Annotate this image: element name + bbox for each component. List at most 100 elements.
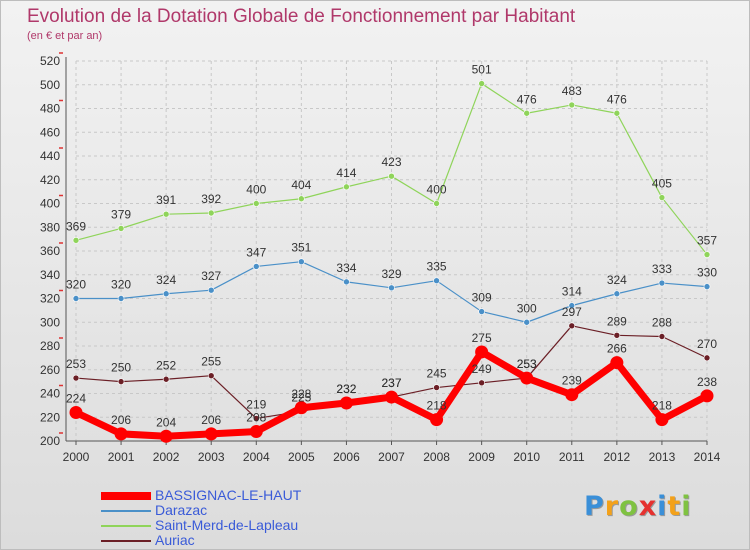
data-point [523, 109, 531, 117]
data-point [610, 356, 624, 370]
data-point [117, 225, 125, 232]
data-point [162, 375, 170, 383]
data-label: 218 [652, 399, 672, 413]
data-point [613, 332, 621, 339]
data-label: 218 [427, 399, 447, 413]
y-tick-label: 300 [40, 315, 60, 329]
data-point [703, 251, 711, 258]
data-label: 414 [336, 166, 356, 180]
y-tick-label: 340 [40, 268, 60, 282]
logo-letter: x [638, 491, 658, 522]
data-label: 237 [381, 376, 401, 390]
data-label: 270 [697, 337, 717, 351]
legend-swatch [101, 509, 151, 512]
legend-item: Saint-Merd-de-Lapleau [101, 518, 298, 533]
data-point [117, 378, 125, 385]
y-tick-label: 220 [40, 410, 60, 424]
data-point [343, 278, 350, 286]
y-tick-label: 360 [40, 244, 60, 258]
x-tick-label: 2012 [604, 450, 631, 464]
data-labels: 253 250 252 255 219 225 232 237 245 249 253 297 289 2… [66, 63, 717, 430]
data-point [162, 290, 170, 298]
data-point [162, 210, 170, 218]
y-tick-label: 320 [40, 292, 60, 306]
data-point [207, 372, 215, 379]
legend-item: Darazac [101, 503, 207, 518]
legend-label: BASSIGNAC-LE-HAUT [155, 487, 302, 503]
logo-letter: r [604, 491, 620, 522]
data-point [249, 425, 263, 438]
y-tick-label: 400 [40, 197, 60, 211]
data-label: 334 [336, 261, 356, 275]
data-point [703, 283, 711, 290]
data-point [613, 290, 621, 298]
legend-label: Saint-Merd-de-Lapleau [155, 517, 299, 533]
y-tick-label: 200 [40, 434, 60, 448]
data-label: 309 [472, 291, 492, 305]
data-point [114, 427, 128, 441]
data-point [204, 427, 218, 441]
data-label: 335 [427, 260, 447, 274]
axes: 200 220 240 260 280 300 320 340 360 380 400 420 440 4… [40, 52, 721, 464]
data-point [658, 333, 666, 340]
data-point [69, 406, 83, 419]
data-label: 324 [607, 273, 627, 287]
data-point [252, 415, 260, 422]
data-label: 224 [66, 392, 86, 406]
data-label: 245 [427, 367, 447, 381]
logo-letter: i [657, 491, 668, 522]
data-point [478, 379, 485, 387]
data-label: 423 [381, 155, 401, 169]
data-point [252, 263, 260, 270]
x-tick-label: 2013 [649, 450, 676, 464]
data-point [298, 195, 305, 203]
data-label: 320 [111, 278, 131, 292]
data-point [430, 413, 444, 427]
data-point [433, 200, 440, 207]
data-label: 357 [697, 234, 717, 248]
data-label: 266 [607, 342, 627, 356]
data-point [565, 388, 579, 402]
x-tick-label: 2004 [243, 450, 270, 464]
data-point [700, 389, 714, 403]
y-tick-label: 520 [40, 54, 60, 68]
data-label: 232 [336, 382, 356, 396]
logo-letter: t [667, 491, 682, 522]
y-tick-label: 420 [40, 173, 60, 187]
data-label: 404 [291, 178, 311, 192]
data-label: 405 [652, 177, 672, 191]
data-label: 392 [201, 192, 221, 206]
data-label: 206 [201, 413, 221, 427]
data-label: 369 [66, 219, 86, 233]
data-point [294, 401, 308, 415]
data-point [72, 374, 80, 382]
x-tick-label: 2014 [694, 450, 721, 464]
y-tick-label: 380 [40, 220, 60, 234]
data-label: 239 [562, 374, 582, 388]
data-label: 255 [201, 355, 221, 369]
data-point [388, 284, 395, 292]
legend-swatch [101, 524, 151, 527]
data-label: 237 [381, 376, 401, 390]
data-label: 476 [607, 92, 627, 106]
logo-letter: i [681, 491, 692, 522]
x-tick-label: 2006 [333, 450, 360, 464]
data-point [568, 101, 576, 109]
data-label: 253 [66, 357, 86, 371]
data-point [252, 200, 260, 207]
data-point [72, 295, 80, 302]
legend-label: Darazac [155, 502, 208, 518]
data-label: 379 [111, 207, 131, 221]
y-tick-label: 240 [40, 387, 60, 401]
data-point [298, 258, 305, 265]
x-tick-label: 2008 [423, 450, 450, 464]
data-point [388, 172, 395, 180]
data-label: 320 [66, 278, 86, 292]
series [69, 80, 714, 443]
legend-item: BASSIGNAC-LE-HAUT [101, 488, 301, 503]
x-tick-label: 2000 [63, 450, 90, 464]
data-label: 476 [517, 92, 537, 106]
data-label: 289 [607, 314, 627, 328]
data-label: 238 [697, 375, 717, 389]
